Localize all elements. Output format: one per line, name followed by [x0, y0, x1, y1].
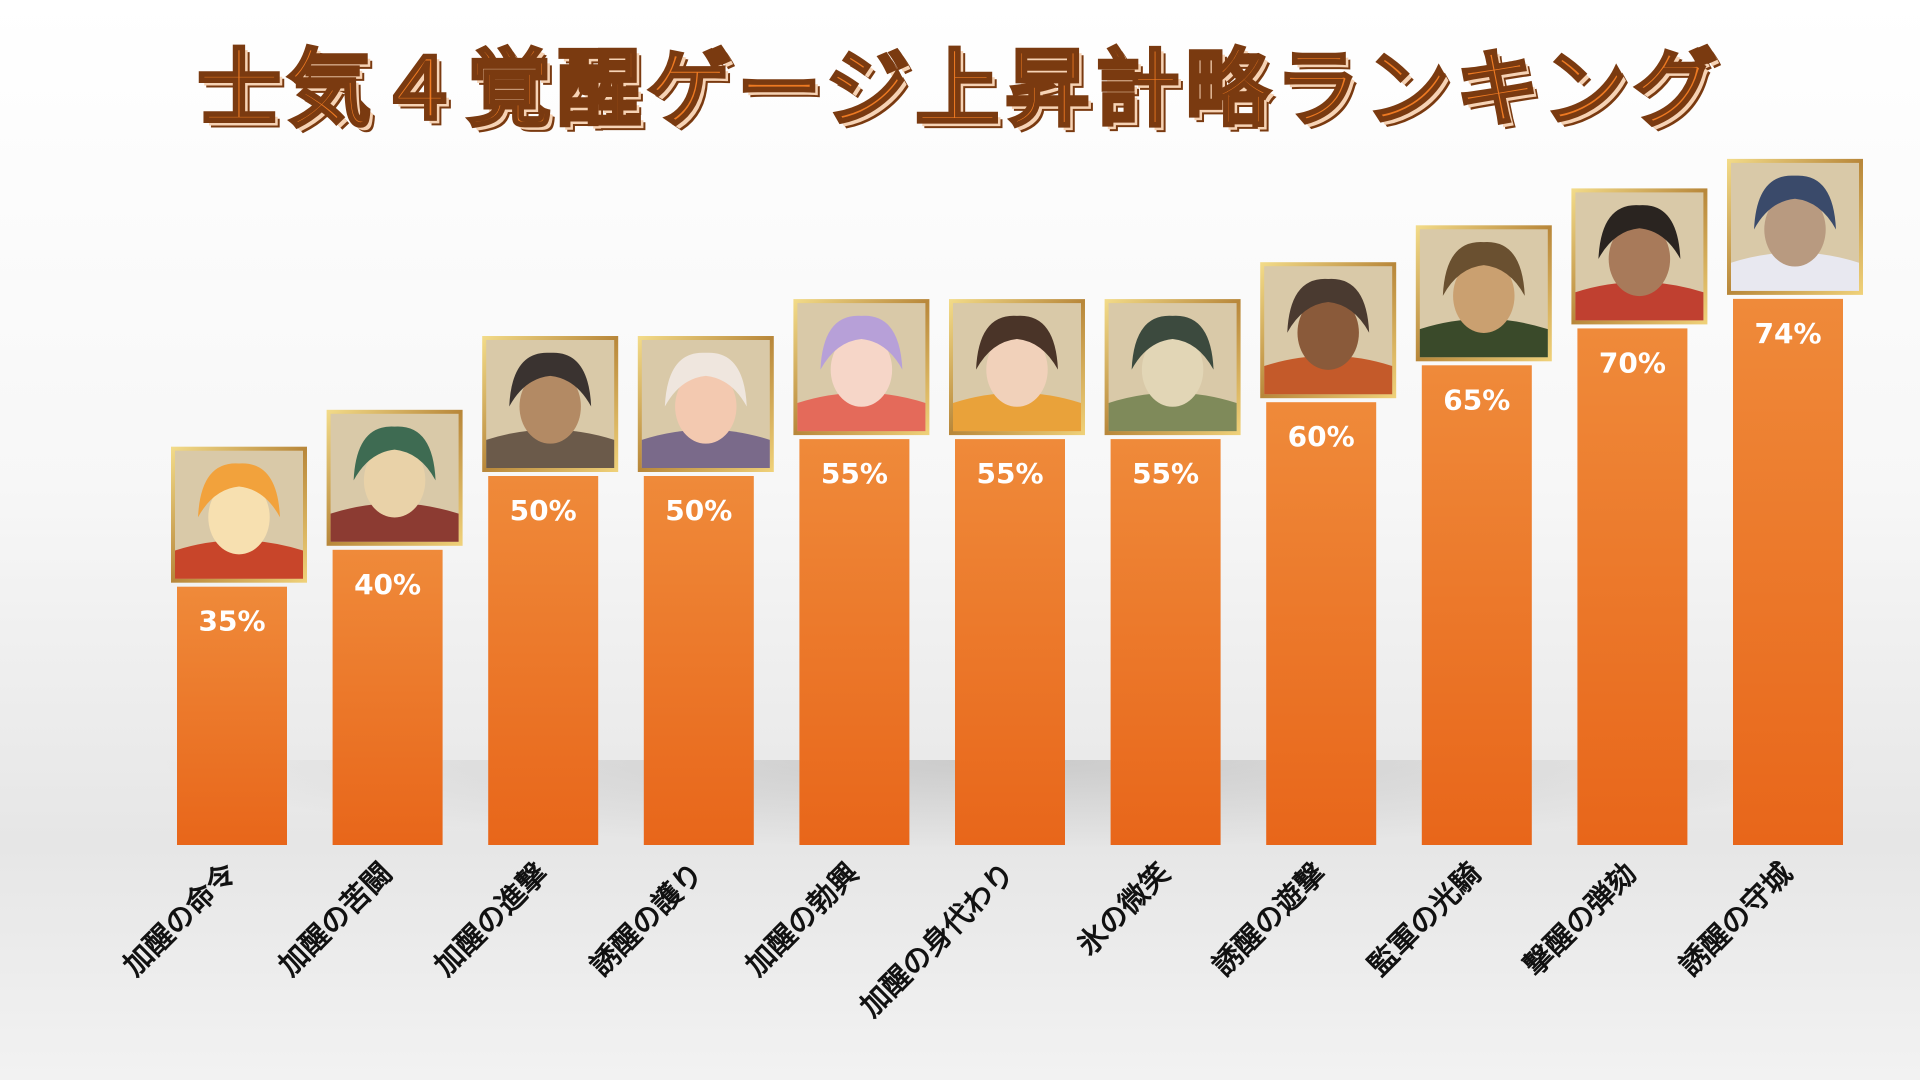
- bar-value-label: 60%: [1288, 420, 1355, 453]
- category-label: 誘醒の護り: [583, 856, 710, 983]
- portrait-face: [363, 443, 426, 518]
- portrait-face: [1453, 258, 1515, 333]
- bar-value-label: 70%: [1599, 346, 1666, 379]
- portrait-face: [1608, 221, 1671, 297]
- bar-value-label: 50%: [510, 494, 577, 527]
- portrait-face: [1297, 295, 1359, 370]
- bar-value-label: 65%: [1443, 383, 1510, 416]
- character-portrait: [637, 336, 774, 472]
- category-label: 加醒の命令: [116, 855, 243, 982]
- character-portrait: [326, 409, 463, 546]
- bar: [1733, 298, 1843, 845]
- portrait-shoulders: [797, 392, 926, 432]
- bar: [955, 439, 1065, 845]
- category-label: 加醒の身代わり: [853, 856, 1021, 1024]
- portrait-shoulders: [1575, 282, 1704, 321]
- character-portrait: [949, 299, 1085, 436]
- character-portrait: [1260, 262, 1397, 399]
- portrait-face: [208, 480, 270, 555]
- bar-value-label: 40%: [354, 568, 421, 601]
- bar: [488, 476, 599, 845]
- character-portrait: [1571, 188, 1708, 325]
- portrait-face: [675, 369, 737, 444]
- bar: [177, 586, 287, 845]
- portrait-hair: [664, 352, 747, 407]
- portrait-shoulders: [175, 540, 303, 579]
- portrait-hair: [198, 463, 280, 518]
- portrait-hair: [820, 315, 903, 370]
- bar: [1421, 365, 1532, 845]
- portrait-hair: [1442, 241, 1525, 296]
- portrait-hair: [353, 426, 436, 481]
- bar: [643, 476, 754, 845]
- character-portrait: [1727, 158, 1863, 295]
- portrait-hair: [1598, 205, 1681, 259]
- portrait-shoulders: [953, 392, 1081, 432]
- portrait-face: [519, 369, 581, 444]
- category-label: 誘醒の遊撃: [1206, 856, 1333, 983]
- bar-value-label: 55%: [976, 457, 1043, 490]
- bar: [799, 439, 910, 845]
- bar-value-label: 50%: [665, 494, 732, 527]
- portrait-shoulders: [1264, 355, 1393, 395]
- portrait-hair: [1131, 315, 1214, 370]
- category-label: 加醒の勃興: [739, 856, 866, 983]
- portrait-hair: [509, 352, 592, 407]
- bar-value-label: 35%: [198, 605, 265, 638]
- portrait-shoulders: [641, 429, 770, 468]
- chart-title: 士気４覚醒ゲージ上昇計略ランキング: [196, 39, 1723, 140]
- portrait-face: [986, 332, 1048, 407]
- portrait-shoulders: [330, 503, 459, 542]
- character-portrait: [171, 446, 307, 583]
- portrait-hair: [1287, 278, 1370, 333]
- character-portrait: [1104, 299, 1241, 436]
- category-label: 加醒の苦闘: [272, 856, 399, 983]
- category-label: 撃醒の弾劾: [1517, 856, 1644, 983]
- portrait-shoulders: [486, 429, 615, 468]
- portrait-hair: [976, 315, 1058, 370]
- portrait-shoulders: [1419, 318, 1548, 358]
- portrait-hair: [1754, 175, 1836, 230]
- bar-value-label: 74%: [1754, 317, 1821, 350]
- portrait-face: [1141, 332, 1204, 407]
- bar: [332, 549, 443, 845]
- category-label: 氷の微笑: [1070, 856, 1176, 962]
- portrait-shoulders: [1108, 392, 1237, 432]
- bar-value-label: 55%: [1132, 457, 1199, 490]
- portrait-shoulders: [1731, 252, 1859, 291]
- character-portrait: [1415, 225, 1552, 362]
- portrait-face: [830, 332, 893, 407]
- category-label: 監軍の光騎: [1361, 856, 1488, 983]
- bar: [1577, 328, 1688, 845]
- bar: [1110, 439, 1221, 845]
- bar: [1266, 402, 1377, 845]
- character-portrait: [793, 299, 930, 436]
- portrait-face: [1764, 192, 1826, 267]
- category-label: 加醒の進撃: [428, 856, 555, 983]
- bar-value-label: 55%: [821, 457, 888, 490]
- category-label: 誘醒の守城: [1672, 856, 1799, 983]
- character-portrait: [482, 336, 619, 472]
